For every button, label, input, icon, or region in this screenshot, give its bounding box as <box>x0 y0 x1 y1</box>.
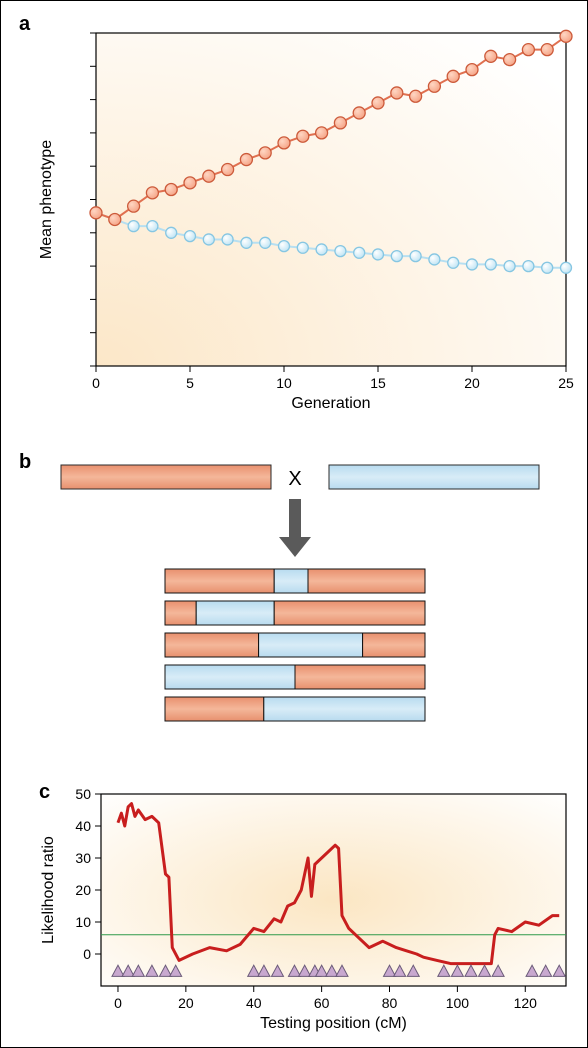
svg-text:0: 0 <box>92 375 100 391</box>
svg-text:10: 10 <box>276 375 292 391</box>
svg-text:60: 60 <box>314 995 330 1011</box>
svg-text:0: 0 <box>83 946 91 962</box>
svg-text:Testing position (cM): Testing position (cM) <box>260 1015 407 1032</box>
panel-c-chart: 0 10 20 30 40 50 0 20 40 60 80 100 120 Testing positi… <box>1 776 588 1046</box>
panel-b-schematic: X <box>1 451 588 771</box>
svg-text:X: X <box>288 468 301 490</box>
svg-text:100: 100 <box>446 995 470 1011</box>
figure-container: a b c 0510152025GenerationMean phenotype… <box>0 0 588 1048</box>
svg-text:Mean phenotype: Mean phenotype <box>38 140 55 259</box>
svg-text:10: 10 <box>75 914 91 930</box>
svg-text:Generation: Generation <box>291 395 370 412</box>
svg-text:20: 20 <box>464 375 480 391</box>
svg-text:50: 50 <box>75 786 91 802</box>
svg-text:Likelihood ratio: Likelihood ratio <box>40 836 57 944</box>
svg-text:120: 120 <box>514 995 538 1011</box>
panel-a-chart: 0 5 10 15 20 25 Generation Mean phenotype <box>1 11 588 431</box>
svg-text:5: 5 <box>186 375 194 391</box>
svg-text:40: 40 <box>75 818 91 834</box>
svg-text:40: 40 <box>246 995 262 1011</box>
svg-text:30: 30 <box>75 850 91 866</box>
svg-text:80: 80 <box>382 995 398 1011</box>
svg-text:25: 25 <box>558 375 574 391</box>
svg-text:0: 0 <box>114 995 122 1011</box>
svg-text:20: 20 <box>178 995 194 1011</box>
svg-text:20: 20 <box>75 882 91 898</box>
svg-text:15: 15 <box>370 375 386 391</box>
